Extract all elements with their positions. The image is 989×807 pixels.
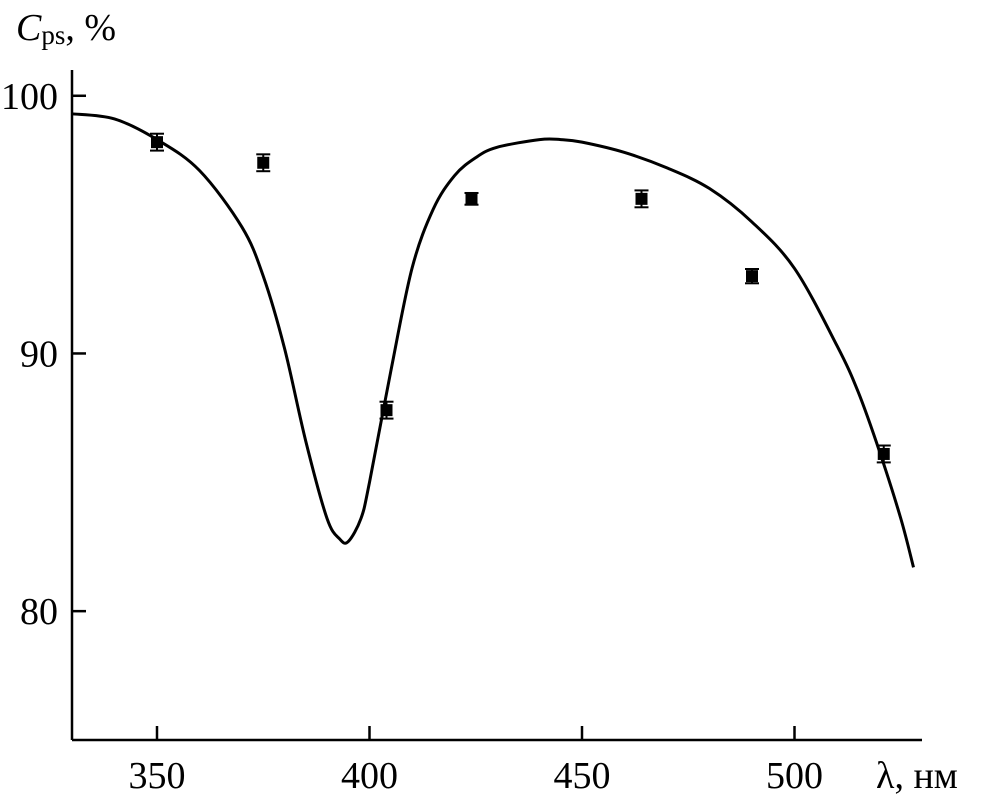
labels-layer: 350 400 450 500 80 90 100 Cps, % λ, нм	[1, 7, 958, 797]
data-point-marker	[635, 192, 648, 205]
axes	[70, 70, 922, 742]
y-axis-title: Cps, %	[16, 7, 116, 50]
data-points-layer	[150, 132, 891, 464]
y-tick-label: 100	[1, 76, 58, 118]
data-point-marker	[151, 136, 163, 149]
x-tick-label: 350	[129, 755, 186, 797]
x-tick-label: 500	[766, 755, 823, 797]
data-point	[876, 444, 891, 464]
data-point-marker	[877, 447, 890, 460]
data-point	[379, 400, 394, 420]
data-point	[634, 189, 649, 209]
fitted-curve-layer	[71, 112, 915, 568]
x-tick-label: 400	[341, 755, 398, 797]
fitted-curve	[71, 112, 915, 568]
data-point-marker	[465, 192, 478, 205]
y-tick-label: 90	[20, 333, 58, 375]
data-point	[150, 132, 164, 152]
x-axis-title: λ, нм	[876, 755, 958, 797]
data-point	[464, 191, 479, 206]
data-point-marker	[257, 156, 270, 169]
data-point-marker	[380, 404, 393, 417]
y-tick-label: 80	[20, 591, 58, 633]
x-tick-label: 450	[554, 755, 611, 797]
data-point	[256, 153, 271, 173]
data-point	[745, 268, 759, 285]
data-point-marker	[746, 270, 758, 283]
